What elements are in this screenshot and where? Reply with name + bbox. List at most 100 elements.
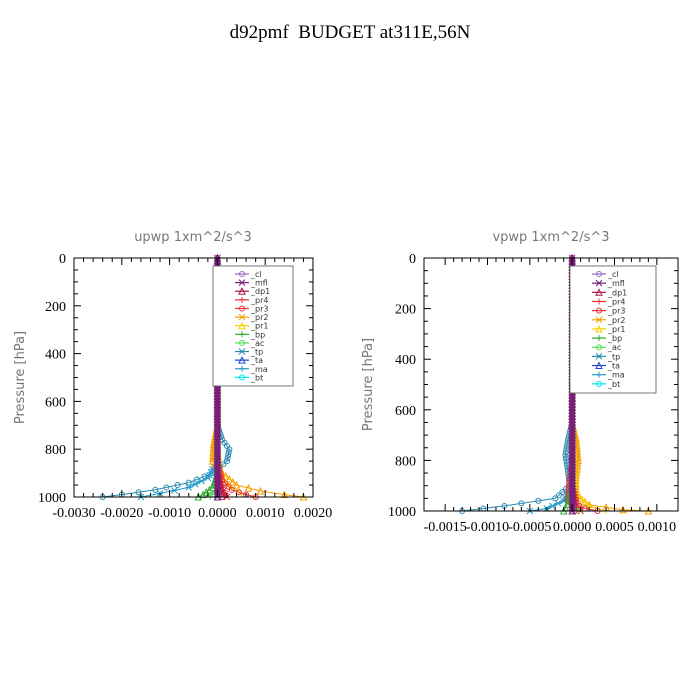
legend-marker bbox=[595, 316, 603, 324]
legend-label: _pr3 bbox=[250, 304, 268, 313]
legend-item: _pr4 bbox=[235, 296, 268, 305]
y-axis-label: Pressure [hPa] bbox=[361, 338, 376, 431]
legend-marker bbox=[595, 279, 603, 287]
legend-item: _ma bbox=[592, 371, 625, 380]
legend-label: _ta bbox=[250, 356, 263, 365]
data-point bbox=[225, 483, 232, 490]
legend-label: _ma bbox=[607, 371, 625, 380]
legend-label: _pr3 bbox=[607, 307, 625, 316]
legend-marker bbox=[238, 321, 246, 330]
series-line bbox=[462, 258, 573, 512]
data-point bbox=[562, 452, 569, 459]
data-point bbox=[225, 474, 234, 483]
data-point bbox=[226, 446, 233, 453]
data-point bbox=[225, 452, 232, 459]
legend-item: _ac bbox=[235, 339, 264, 348]
legend-label: _bt bbox=[607, 380, 620, 389]
data-point bbox=[208, 457, 217, 465]
legend-marker bbox=[239, 365, 245, 372]
data-point bbox=[208, 483, 217, 491]
data-point bbox=[191, 480, 199, 488]
data-point bbox=[256, 486, 265, 495]
data-point bbox=[171, 487, 178, 494]
legend-label: _pr4 bbox=[250, 296, 268, 305]
x-tick-label: -0.0030 bbox=[52, 506, 95, 521]
y-tick-label: 800 bbox=[45, 443, 66, 458]
legend-marker bbox=[596, 298, 602, 305]
legend-item: _cl bbox=[235, 270, 262, 279]
data-point bbox=[202, 488, 211, 496]
legend-label: _tp bbox=[607, 352, 620, 361]
data-point bbox=[576, 493, 583, 500]
legend-item: _bt bbox=[592, 380, 620, 389]
y-tick-label: 0 bbox=[409, 252, 416, 267]
data-point bbox=[573, 462, 582, 470]
data-point bbox=[244, 483, 253, 492]
legend-item: _mfl bbox=[235, 279, 268, 288]
legend-item: _dp1 bbox=[235, 287, 270, 296]
x-tick-label: 0.0010 bbox=[246, 506, 285, 521]
legend-label: _cl bbox=[250, 270, 262, 279]
data-point bbox=[224, 455, 231, 462]
legend-item: _pr3 bbox=[592, 307, 625, 316]
data-point bbox=[229, 477, 237, 486]
y-tick-label: 600 bbox=[45, 395, 66, 410]
panel-1: upwp 1xm^2/s^3 Pressure [hPa] -0.0030 -0.00… bbox=[13, 230, 332, 521]
data-point bbox=[280, 490, 289, 499]
legend-label: _pr1 bbox=[250, 322, 268, 331]
legend-marker bbox=[595, 288, 603, 296]
data-point bbox=[555, 492, 562, 499]
y-tick-label: 600 bbox=[395, 404, 416, 419]
legend-label: _pr2 bbox=[250, 313, 268, 322]
legend-marker bbox=[238, 279, 246, 286]
series-ma bbox=[137, 254, 221, 501]
legend-marker bbox=[239, 339, 245, 346]
legend-item: _ta bbox=[592, 361, 620, 371]
legend-marker bbox=[596, 307, 602, 314]
data-point bbox=[204, 474, 212, 482]
data-point bbox=[223, 458, 230, 465]
legend-marker bbox=[596, 271, 602, 277]
legend-marker bbox=[596, 344, 602, 351]
legend-label: _pr4 bbox=[607, 297, 625, 306]
legend-marker bbox=[238, 313, 246, 321]
data-point bbox=[199, 490, 207, 499]
legend-marker bbox=[595, 324, 603, 333]
legend-label: _pr2 bbox=[607, 316, 625, 325]
legend-marker bbox=[239, 296, 245, 303]
legend: _cl_mfl_dp1_pr4_pr3_pr2_pr1_bp_ac_tp_ta_… bbox=[212, 265, 294, 387]
data-point bbox=[198, 477, 205, 485]
data-point bbox=[174, 482, 181, 489]
panel-title: upwp 1xm^2/s^3 bbox=[134, 230, 252, 245]
legend-item: _pr2 bbox=[235, 313, 268, 322]
y-tick-label: 200 bbox=[45, 300, 66, 315]
data-point bbox=[185, 484, 193, 491]
data-point bbox=[152, 486, 159, 493]
main-title: d92pmf BUDGET at311E,56N bbox=[229, 22, 471, 43]
series-tp bbox=[459, 255, 576, 514]
y-tick-label: 400 bbox=[395, 353, 416, 368]
data-point bbox=[579, 496, 586, 503]
series-line bbox=[140, 258, 218, 498]
x-tick-label: -0.0015 bbox=[424, 520, 467, 535]
legend-marker bbox=[238, 356, 246, 364]
legend-marker bbox=[238, 287, 246, 295]
legend-item: _cl bbox=[592, 270, 619, 279]
panel-title: vpwp 1xm^2/s^3 bbox=[492, 230, 609, 245]
data-point bbox=[205, 485, 214, 494]
data-point bbox=[619, 505, 627, 514]
legend-marker bbox=[595, 361, 603, 370]
legend-marker bbox=[239, 305, 245, 312]
legend-item: _bp bbox=[235, 330, 265, 339]
y-tick-label: 800 bbox=[395, 454, 416, 469]
legend-item: _pr1 bbox=[235, 321, 268, 331]
data-point bbox=[562, 449, 569, 456]
legend-marker bbox=[596, 371, 602, 378]
legend-label: _ac bbox=[607, 343, 621, 352]
data-point bbox=[518, 500, 525, 507]
legend-item: _pr4 bbox=[592, 297, 625, 306]
legend-item: _ma bbox=[235, 365, 268, 374]
legend-marker bbox=[595, 353, 603, 360]
legend-label: _bp bbox=[607, 334, 622, 343]
